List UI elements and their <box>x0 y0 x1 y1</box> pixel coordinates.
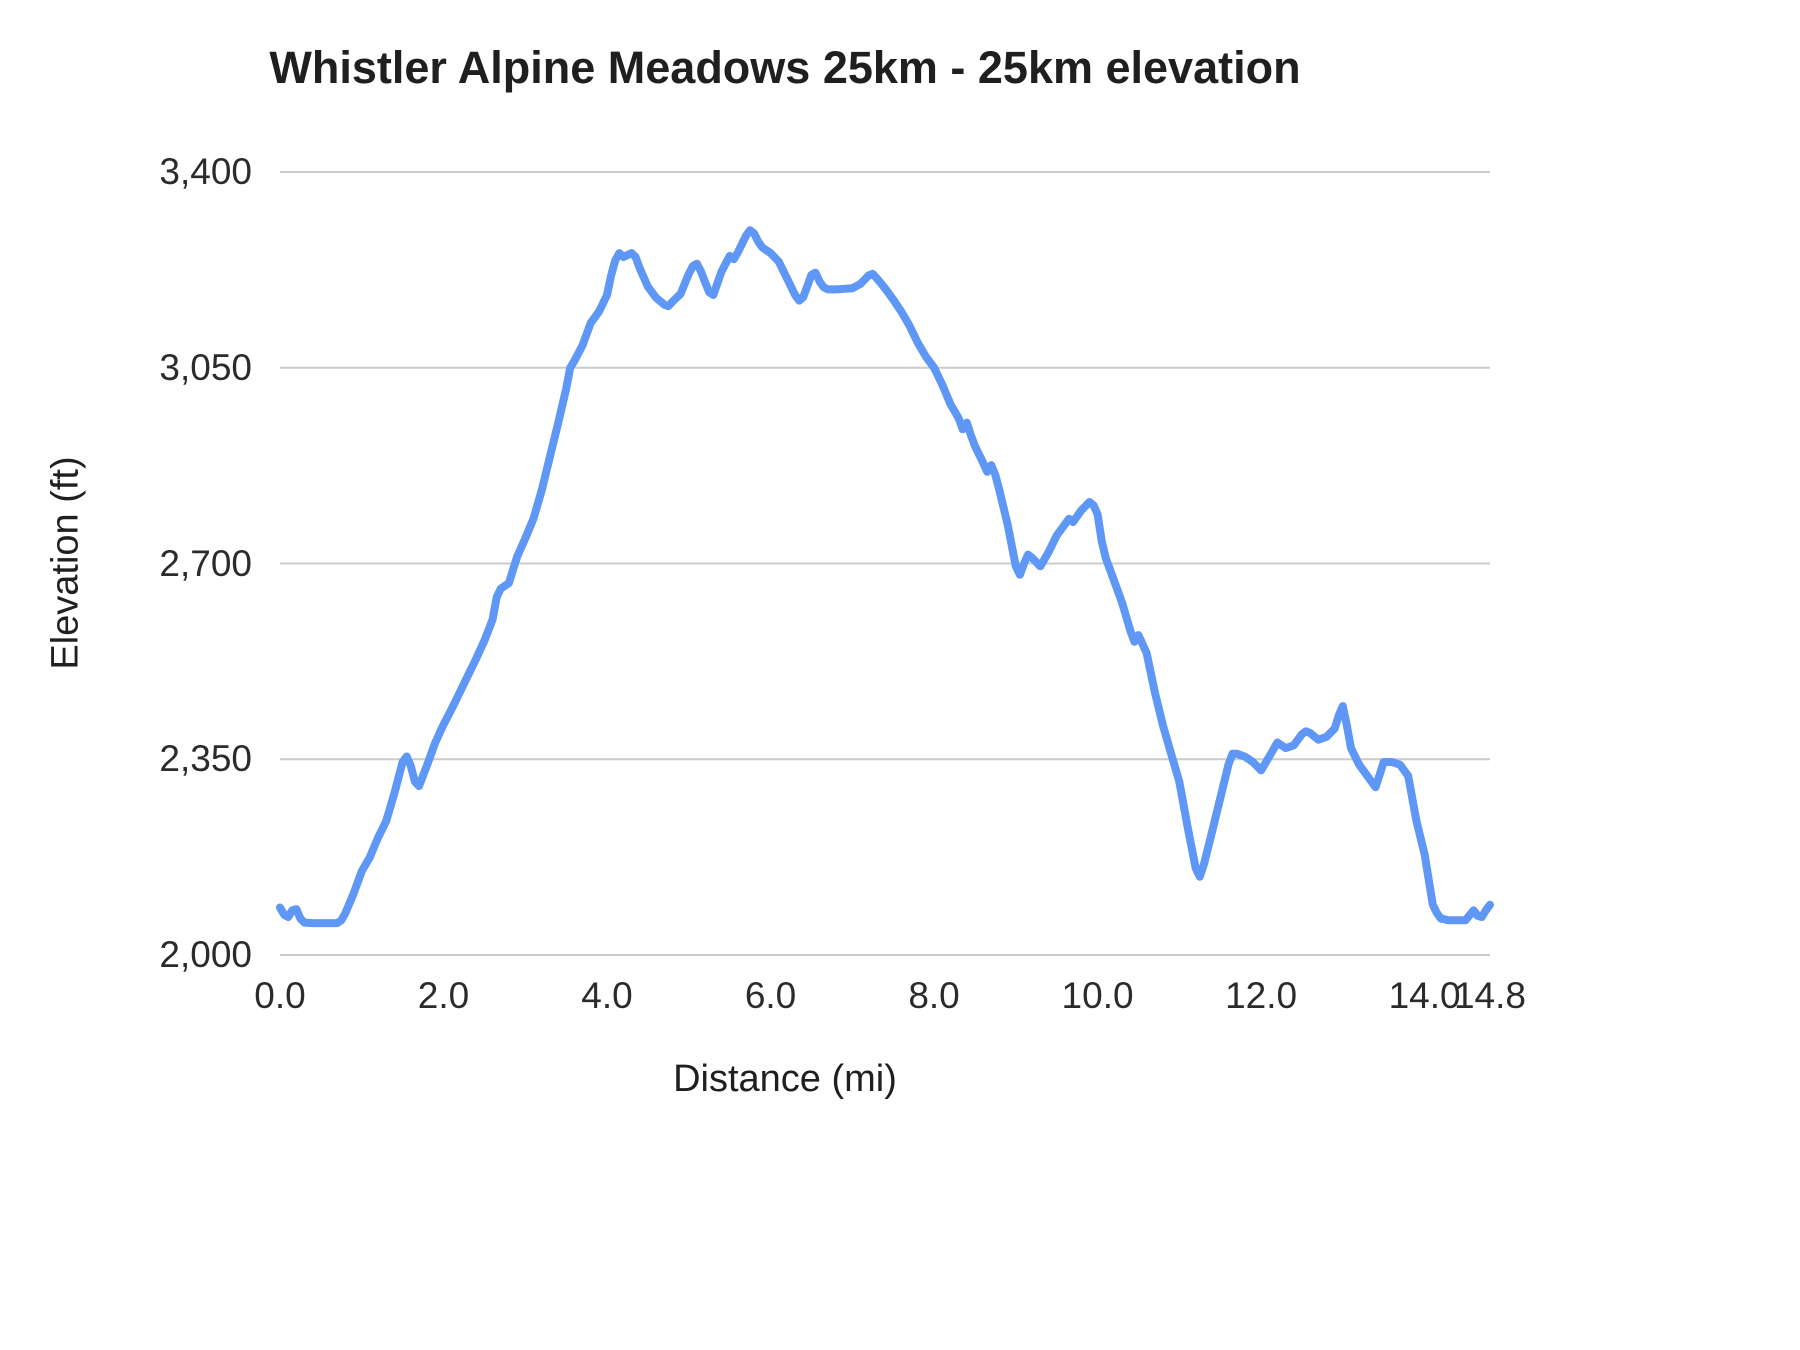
x-tick-label: 2.0 <box>417 975 470 1016</box>
x-tick-label: 6.0 <box>744 975 797 1016</box>
x-tick-label: 12.0 <box>1225 975 1298 1016</box>
y-tick-label: 2,700 <box>159 542 252 584</box>
y-tick-label: 2,350 <box>159 738 252 780</box>
x-tick-label: 8.0 <box>908 975 960 1016</box>
x-tick-label: 14.8 <box>1453 975 1526 1016</box>
y-tick-label: 3,050 <box>159 346 252 388</box>
y-tick-label: 3,400 <box>159 151 252 192</box>
elevation-series-line <box>276 226 1494 928</box>
x-tick-label: 0.0 <box>254 975 306 1016</box>
x-tick-label: 4.0 <box>581 975 633 1016</box>
x-tick-label: 10.0 <box>1061 975 1134 1016</box>
x-tick-label: 14.0 <box>1388 975 1461 1016</box>
y-tick-label: 2,000 <box>159 934 252 975</box>
chart-title: Whistler Alpine Meadows 25km - 25km elev… <box>269 42 1301 93</box>
x-axis-label: Distance (mi) <box>673 1058 897 1100</box>
